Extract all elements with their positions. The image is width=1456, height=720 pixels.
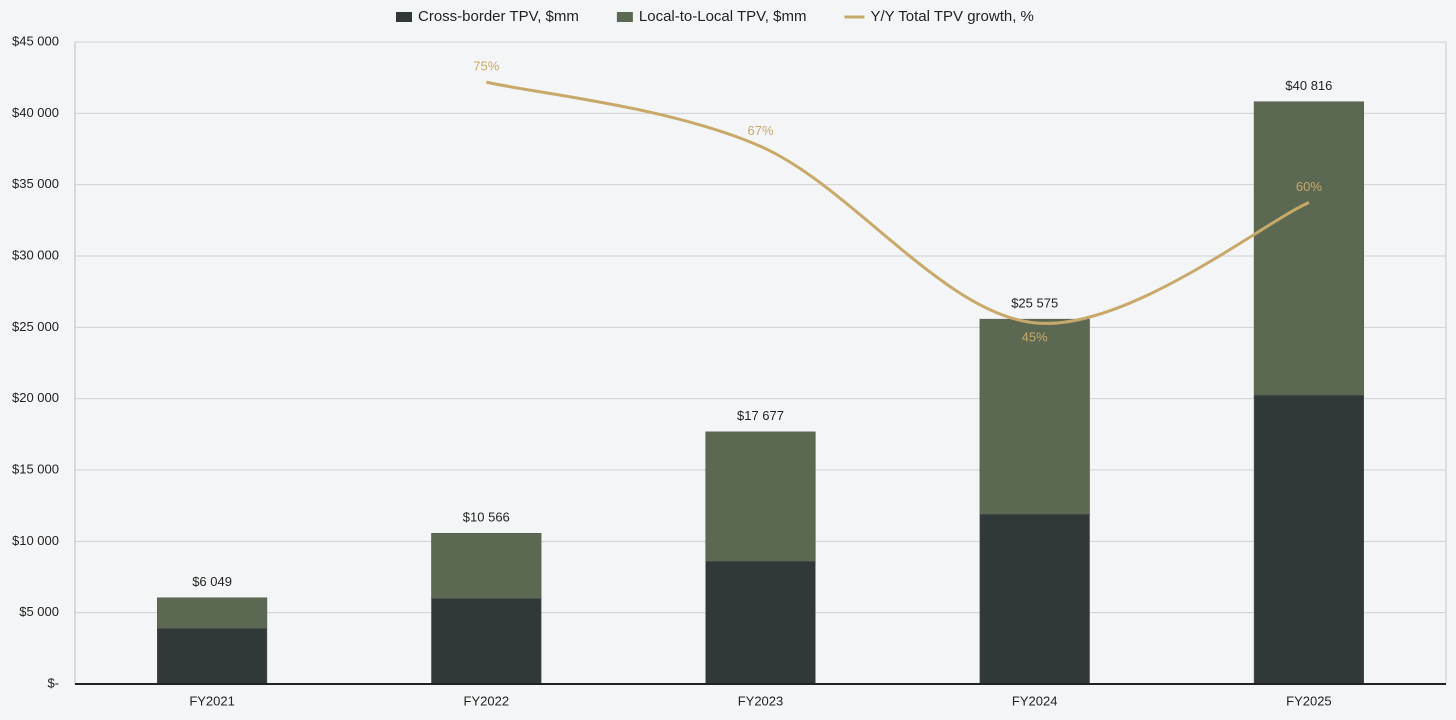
bar-segment [1253,101,1364,396]
bar-segment [431,533,542,599]
total-label: $17 677 [737,408,784,423]
y-tick-label: $5 000 [19,604,59,619]
growth-line [485,80,1310,325]
y-tick-label: $45 000 [12,33,59,48]
total-label: $25 575 [1011,296,1058,311]
bar-segment [705,561,816,685]
total-label: $10 566 [463,510,510,525]
y-tick-label: $30 000 [12,247,59,262]
x-tick-label: FY2024 [1012,693,1058,708]
x-tick-label: FY2022 [464,693,510,708]
y-tick-label: $40 000 [12,105,59,120]
legend-label: Cross-border TPV, $mm [418,8,579,25]
legend-label: Local-to-Local TPV, $mm [639,8,807,25]
legend-swatch [616,12,633,22]
growth-label: 45% [1022,329,1048,344]
y-tick-label: $10 000 [12,533,59,548]
legend-label: Y/Y Total TPV growth, % [870,8,1033,25]
y-tick-label: $25 000 [12,319,59,334]
x-tick-label: FY2025 [1286,693,1332,708]
growth-label: 67% [747,123,773,138]
legend: Cross-border TPV, $mm Local-to-Local TPV,… [396,8,1034,25]
legend-swatch [396,12,412,22]
bar-segment [979,318,1090,515]
growth-label: 60% [1296,179,1322,194]
bar-segment [157,597,268,629]
y-tick-label: $- [47,675,59,690]
bar-segment [979,513,1090,685]
growth-label: 75% [473,59,499,74]
x-tick-label: FY2021 [189,693,235,708]
bar-segment [705,431,816,562]
bar-segment [157,628,268,685]
y-tick-label: $15 000 [12,461,59,476]
y-tick-label: $20 000 [12,390,59,405]
x-tick-label: FY2023 [738,693,784,708]
total-label: $40 816 [1285,78,1332,93]
bar-segment [431,598,542,685]
total-label: $6 049 [192,574,232,589]
y-tick-label: $35 000 [12,176,59,191]
bar-segment [1253,394,1364,685]
